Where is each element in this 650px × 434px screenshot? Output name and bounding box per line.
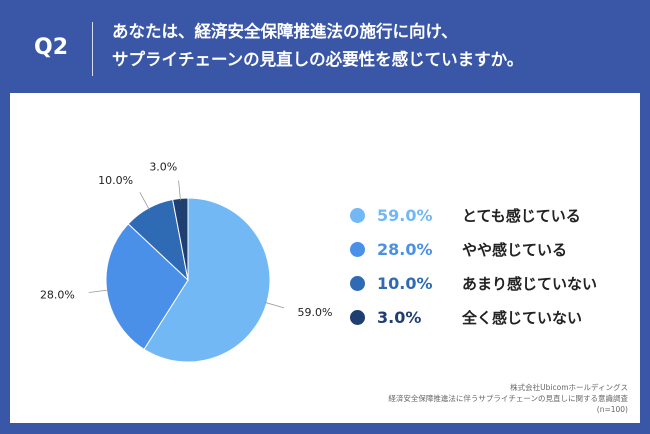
source-sample-size: (n=100) (596, 405, 628, 414)
legend-percent: 28.0% (377, 239, 433, 259)
data-label: 10.0% (98, 174, 133, 187)
legend-percent: 10.0% (377, 273, 433, 293)
legend-label: 全く感じていない (462, 308, 583, 327)
leader-line (88, 289, 109, 293)
legend-swatch (350, 207, 365, 223)
leader-line (139, 192, 150, 211)
legend-swatch (350, 275, 365, 291)
chart-legend: 59.0% とても感じている 28.0% やや感じている 10.0% あまり感じ… (350, 198, 597, 334)
question-number: Q2 (34, 35, 69, 60)
legend-item: 3.0% 全く感じていない (350, 300, 597, 334)
data-label: 3.0% (149, 161, 177, 174)
data-label: 28.0% (40, 288, 75, 301)
legend-label: あまり感じていない (462, 274, 598, 293)
legend-swatch (350, 241, 365, 257)
legend-label: やや感じている (462, 240, 568, 259)
legend-item: 28.0% やや感じている (350, 232, 597, 266)
data-label: 59.0% (297, 306, 332, 319)
question-title-line-1: あなたは、経済安全保障推進法の施行に向け、 (112, 22, 458, 41)
legend-percent: 59.0% (377, 205, 433, 225)
legend-percent: 3.0% (377, 307, 422, 327)
header: Q2 あなたは、経済安全保障推進法の施行に向け、 サプライチェーンの見直しの必要… (0, 0, 650, 95)
leader-line (264, 301, 285, 309)
legend-swatch (350, 309, 365, 325)
header-divider (92, 22, 93, 76)
legend-label: とても感じている (462, 206, 581, 225)
legend-item: 10.0% あまり感じていない (350, 266, 597, 300)
question-title-line-2: サプライチェーンの見直しの必要性を感じていますか。 (112, 50, 524, 69)
source-survey: 経済安全保障推進法に伴うサプライチェーンの見直しに関する意識調査 (388, 394, 628, 403)
source-company: 株式会社Ubicomホールディングス (510, 383, 628, 392)
source-note: 株式会社Ubicomホールディングス 経済安全保障推進法に伴うサプライチェーンの… (388, 382, 628, 415)
legend-item: 59.0% とても感じている (350, 198, 597, 232)
question-title: あなたは、経済安全保障推進法の施行に向け、 サプライチェーンの見直しの必要性を感… (112, 18, 523, 74)
leader-line (178, 180, 181, 201)
